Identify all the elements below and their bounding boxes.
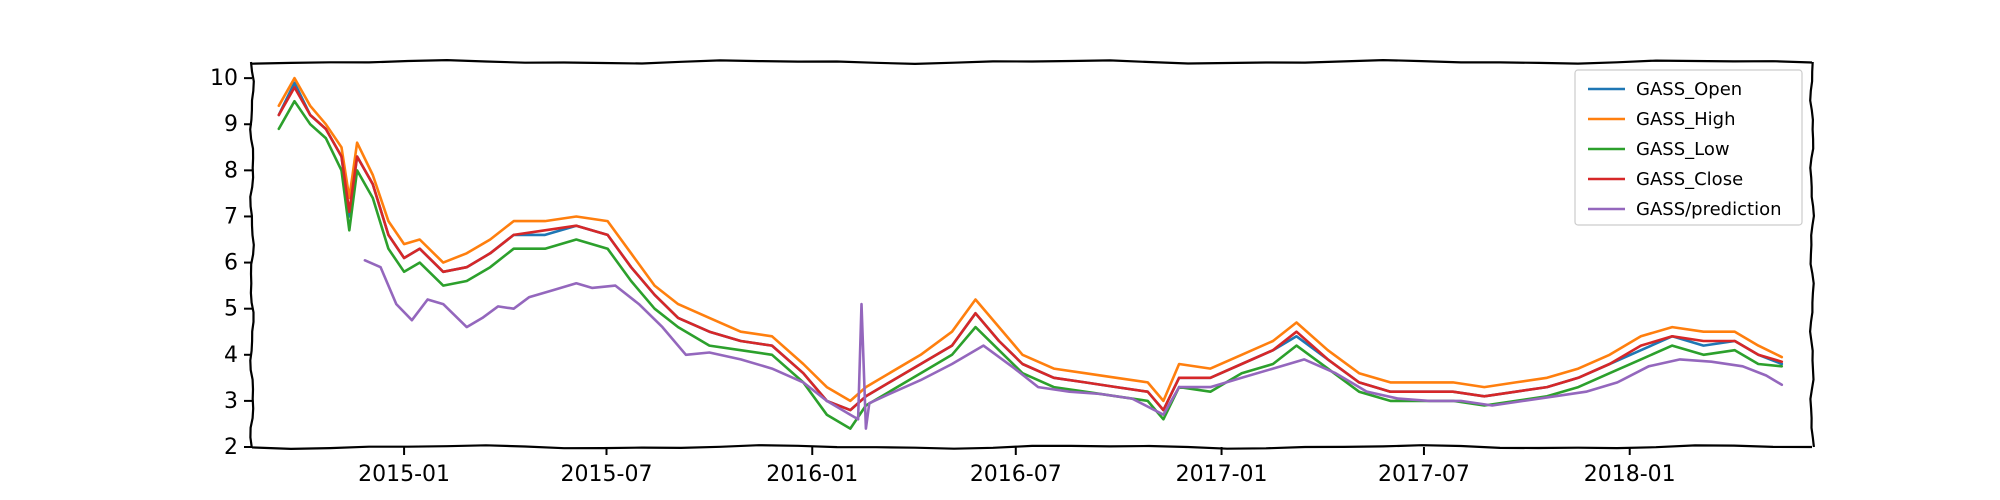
legend-box bbox=[1574, 69, 1803, 226]
x-tick-label: 2016-07 bbox=[970, 462, 1062, 487]
y-tick-label: 5 bbox=[224, 297, 238, 322]
y-tick-label: 4 bbox=[224, 343, 238, 368]
x-tick-label: 2015-01 bbox=[358, 462, 450, 487]
x-tick-label: 2016-01 bbox=[766, 462, 858, 487]
series-layer bbox=[277, 76, 1784, 430]
series-line-gass-close bbox=[277, 86, 1784, 412]
y-tick-label: 3 bbox=[224, 389, 238, 414]
y-tick-label: 8 bbox=[224, 158, 238, 183]
x-tick-label: 2017-01 bbox=[1176, 462, 1268, 487]
plot-frame bbox=[249, 58, 1816, 451]
y-tick-label: 7 bbox=[224, 204, 238, 229]
y-tick-label: 10 bbox=[210, 66, 238, 91]
legend-label: GASS_Low bbox=[1636, 139, 1730, 160]
y-tick-label: 2 bbox=[224, 435, 238, 460]
y-tick-label: 6 bbox=[224, 251, 238, 276]
axis-layer: 2 3 4 5 6 7 8 9 10 2015-01 2015-07 2016-01 2016-07 20… bbox=[210, 66, 1676, 487]
legend-label: GASS_High bbox=[1636, 109, 1735, 130]
series-line-gass-prediction bbox=[363, 259, 1784, 430]
x-tick-label: 2017-07 bbox=[1378, 462, 1470, 487]
series-line-gass-high bbox=[277, 76, 1784, 403]
legend: GASS_Open GASS_High GASS_Low GASS_Close GASS… bbox=[1574, 69, 1803, 226]
legend-label: GASS_Open bbox=[1636, 79, 1742, 100]
legend-label: GASS_Close bbox=[1636, 169, 1743, 190]
x-tick-label: 2018-01 bbox=[1584, 462, 1676, 487]
y-tick-label: 9 bbox=[224, 112, 238, 137]
x-tick-label: 2015-07 bbox=[561, 462, 653, 487]
legend-label: GASS/prediction bbox=[1636, 199, 1782, 220]
